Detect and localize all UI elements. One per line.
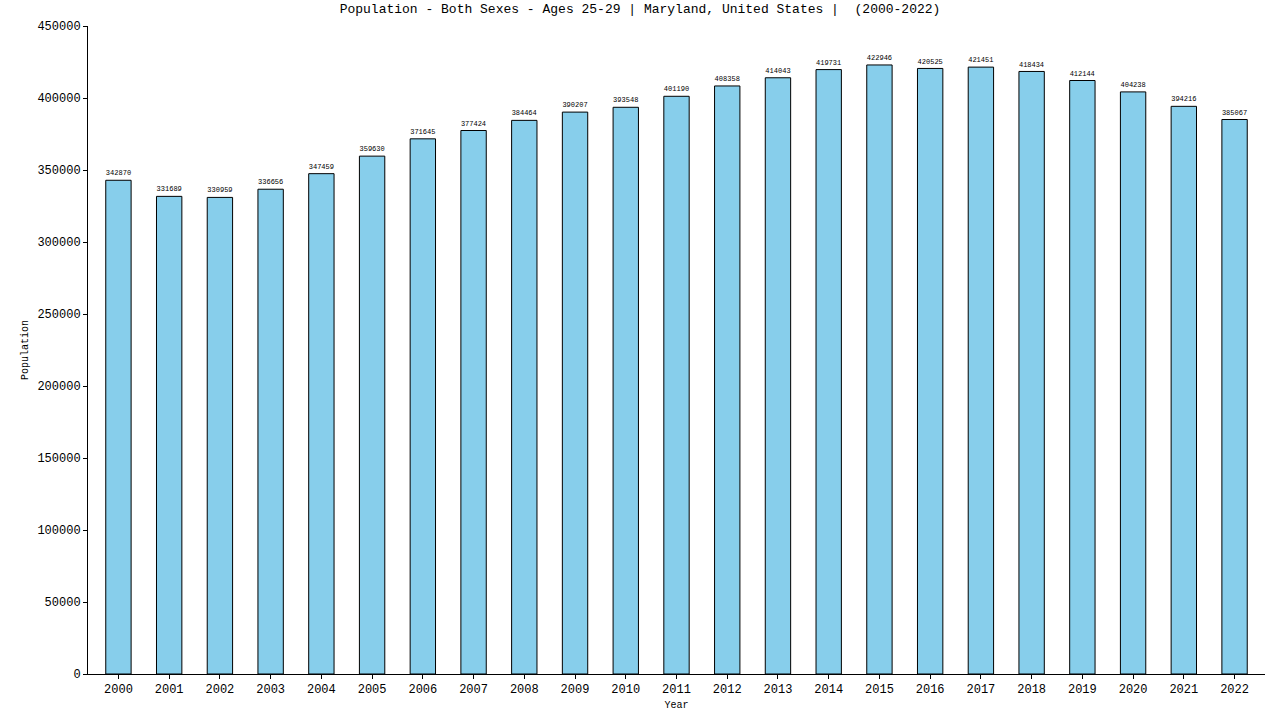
svg-text:408358: 408358: [715, 75, 740, 83]
svg-text:2009: 2009: [561, 683, 590, 697]
svg-text:422946: 422946: [867, 54, 892, 62]
svg-text:2013: 2013: [764, 683, 793, 697]
svg-text:2002: 2002: [206, 683, 235, 697]
svg-text:2010: 2010: [611, 683, 640, 697]
svg-text:2000: 2000: [104, 683, 133, 697]
svg-text:2011: 2011: [662, 683, 691, 697]
svg-text:Population - Both Sexes - Ages: Population - Both Sexes - Ages 25-29 | M…: [340, 2, 941, 17]
svg-text:2021: 2021: [1169, 683, 1198, 697]
svg-text:342870: 342870: [106, 169, 131, 177]
svg-text:336656: 336656: [258, 178, 283, 186]
svg-text:100000: 100000: [37, 524, 80, 538]
svg-text:377424: 377424: [461, 120, 486, 128]
svg-text:2015: 2015: [865, 683, 894, 697]
svg-text:414043: 414043: [765, 67, 790, 75]
svg-text:359630: 359630: [359, 145, 384, 153]
svg-text:Population: Population: [20, 320, 31, 380]
svg-text:419731: 419731: [816, 59, 841, 67]
svg-text:2016: 2016: [916, 683, 945, 697]
svg-text:2020: 2020: [1119, 683, 1148, 697]
svg-text:2019: 2019: [1068, 683, 1097, 697]
svg-text:0: 0: [73, 668, 80, 682]
svg-text:420525: 420525: [918, 58, 943, 66]
svg-text:385067: 385067: [1222, 109, 1247, 117]
svg-text:2003: 2003: [256, 683, 285, 697]
svg-text:150000: 150000: [37, 452, 80, 466]
svg-text:401190: 401190: [664, 85, 689, 93]
svg-text:2022: 2022: [1220, 683, 1249, 697]
svg-text:2018: 2018: [1017, 683, 1046, 697]
svg-text:Year: Year: [664, 700, 688, 711]
svg-text:50000: 50000: [45, 596, 81, 610]
svg-text:300000: 300000: [37, 236, 80, 250]
svg-text:412144: 412144: [1070, 70, 1095, 78]
svg-text:200000: 200000: [37, 380, 80, 394]
svg-text:250000: 250000: [37, 308, 80, 322]
svg-text:2008: 2008: [510, 683, 539, 697]
svg-text:400000: 400000: [37, 92, 80, 106]
svg-text:330959: 330959: [207, 186, 232, 194]
svg-text:450000: 450000: [37, 20, 80, 34]
svg-text:2012: 2012: [713, 683, 742, 697]
svg-text:2006: 2006: [408, 683, 437, 697]
svg-text:384464: 384464: [512, 109, 537, 117]
svg-text:2001: 2001: [155, 683, 184, 697]
svg-text:2005: 2005: [358, 683, 387, 697]
svg-text:390207: 390207: [562, 101, 587, 109]
svg-text:393548: 393548: [613, 96, 638, 104]
svg-text:2017: 2017: [966, 683, 995, 697]
svg-text:404238: 404238: [1120, 81, 1145, 89]
svg-text:2004: 2004: [307, 683, 336, 697]
svg-text:350000: 350000: [37, 164, 80, 178]
svg-text:421451: 421451: [968, 56, 993, 64]
svg-text:347459: 347459: [309, 163, 334, 171]
svg-text:331689: 331689: [157, 185, 182, 193]
svg-text:2014: 2014: [814, 683, 843, 697]
svg-text:394216: 394216: [1171, 95, 1196, 103]
svg-text:2007: 2007: [459, 683, 488, 697]
svg-text:418434: 418434: [1019, 61, 1044, 69]
svg-text:371645: 371645: [410, 128, 435, 136]
